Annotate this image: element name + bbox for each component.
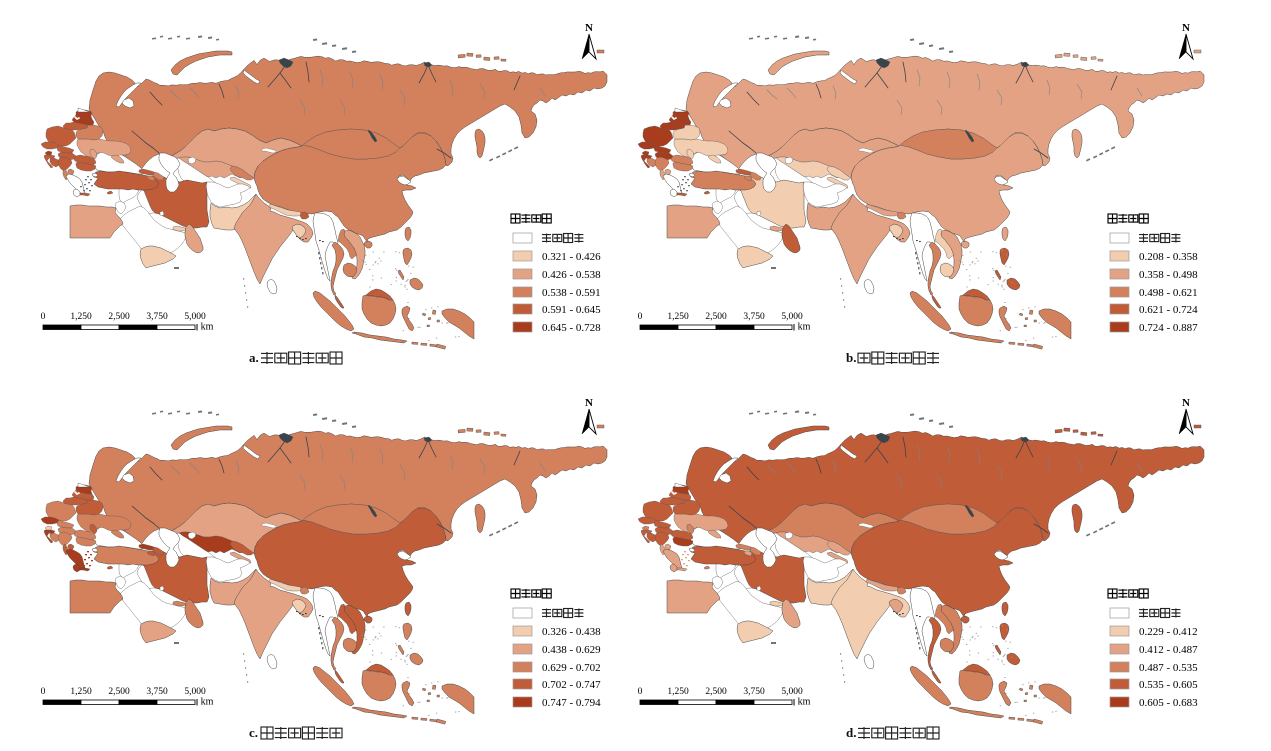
svg-text:0.629 - 0.702: 0.629 - 0.702: [542, 662, 601, 674]
svg-text:b.: b.: [846, 350, 856, 365]
svg-text:N: N: [1182, 397, 1190, 409]
svg-text:0.702 - 0.747: 0.702 - 0.747: [542, 679, 601, 691]
svg-text:0.724 - 0.887: 0.724 - 0.887: [1139, 322, 1198, 334]
svg-text:2,500: 2,500: [108, 312, 130, 322]
svg-text:0.487 - 0.535: 0.487 - 0.535: [1139, 662, 1198, 674]
svg-text:1,250: 1,250: [667, 312, 689, 322]
svg-text:km: km: [201, 697, 214, 708]
svg-text:2,500: 2,500: [705, 687, 727, 697]
svg-text:0.208 - 0.358: 0.208 - 0.358: [1139, 251, 1198, 263]
svg-text:0: 0: [41, 312, 46, 322]
svg-text:2,500: 2,500: [108, 687, 130, 697]
svg-text:0.591 - 0.645: 0.591 - 0.645: [542, 304, 601, 316]
svg-text:5,000: 5,000: [781, 687, 803, 697]
svg-text:km: km: [201, 322, 214, 333]
svg-text:0.605 - 0.683: 0.605 - 0.683: [1139, 697, 1198, 709]
svg-text:5,000: 5,000: [184, 312, 206, 322]
svg-text:5,000: 5,000: [781, 312, 803, 322]
svg-text:0.229 - 0.412: 0.229 - 0.412: [1139, 626, 1198, 638]
svg-text:c.: c.: [249, 725, 258, 740]
svg-text:0.747 - 0.794: 0.747 - 0.794: [542, 697, 601, 709]
svg-text:km: km: [798, 322, 811, 333]
svg-text:d.: d.: [846, 725, 856, 740]
svg-text:0.326 - 0.438: 0.326 - 0.438: [542, 626, 601, 638]
svg-text:0.645 - 0.728: 0.645 - 0.728: [542, 322, 601, 334]
svg-text:3,750: 3,750: [743, 312, 765, 322]
svg-text:N: N: [585, 22, 593, 34]
svg-text:3,750: 3,750: [146, 687, 168, 697]
svg-text:0: 0: [638, 312, 643, 322]
svg-text:N: N: [1182, 22, 1190, 34]
svg-text:a.: a.: [249, 350, 259, 365]
svg-text:0.358 - 0.498: 0.358 - 0.498: [1139, 269, 1198, 281]
svg-text:2,500: 2,500: [705, 312, 727, 322]
svg-text:0.621 - 0.724: 0.621 - 0.724: [1139, 304, 1198, 316]
svg-text:1,250: 1,250: [667, 687, 689, 697]
svg-text:N: N: [585, 397, 593, 409]
svg-text:5,000: 5,000: [184, 687, 206, 697]
svg-text:1,250: 1,250: [70, 687, 92, 697]
svg-text:0: 0: [41, 687, 46, 697]
svg-text:3,750: 3,750: [743, 687, 765, 697]
svg-text:0: 0: [638, 687, 643, 697]
svg-text:0.538 - 0.591: 0.538 - 0.591: [542, 287, 601, 299]
svg-text:0.535 - 0.605: 0.535 - 0.605: [1139, 679, 1198, 691]
svg-text:0.412 - 0.487: 0.412 - 0.487: [1139, 644, 1198, 656]
svg-text:1,250: 1,250: [70, 312, 92, 322]
svg-text:km: km: [798, 697, 811, 708]
svg-text:0.498 - 0.621: 0.498 - 0.621: [1139, 287, 1198, 299]
svg-text:3,750: 3,750: [146, 312, 168, 322]
svg-text:0.438 - 0.629: 0.438 - 0.629: [542, 644, 601, 656]
svg-text:0.321 - 0.426: 0.321 - 0.426: [542, 251, 601, 263]
svg-text:0.426 - 0.538: 0.426 - 0.538: [542, 269, 601, 281]
